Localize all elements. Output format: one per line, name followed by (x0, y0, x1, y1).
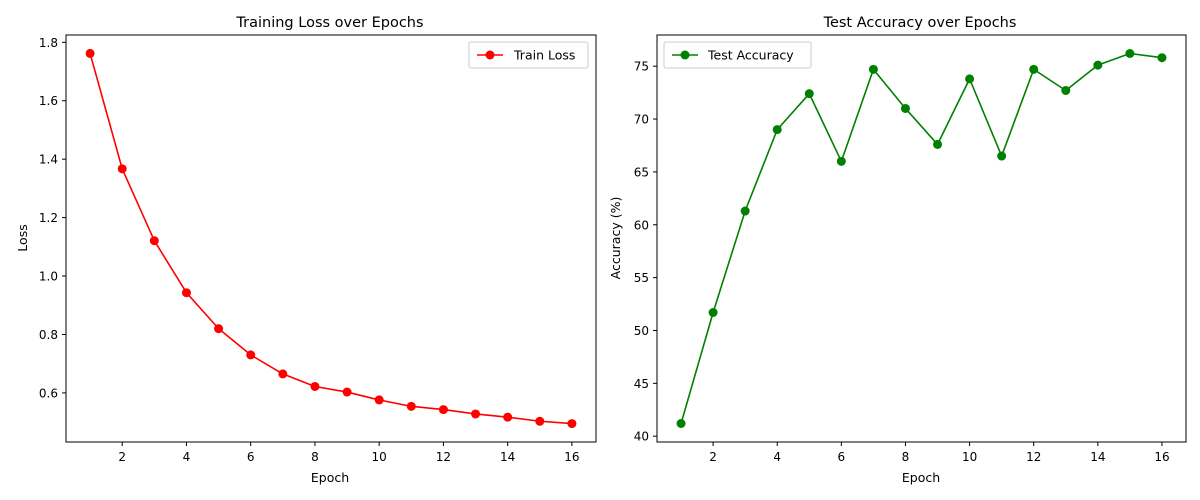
data-point (708, 308, 718, 317)
legend: Train Loss (468, 41, 589, 69)
x-tick-label: 6 (247, 450, 255, 464)
data-point (676, 419, 686, 428)
data-point (535, 416, 545, 426)
data-point (1125, 49, 1135, 58)
data-point (342, 387, 352, 397)
y-tick-label: 45 (634, 377, 649, 391)
data-point (804, 89, 814, 99)
data-point (933, 139, 943, 149)
data-point (997, 151, 1007, 161)
x-tick-label: 16 (1154, 450, 1169, 464)
x-tick-label: 4 (773, 450, 781, 464)
data-point (1029, 64, 1039, 74)
data-point (772, 125, 782, 135)
data-point (868, 64, 878, 74)
y-tick-label: 40 (634, 430, 649, 444)
data-point (438, 405, 448, 415)
data-point (740, 206, 750, 216)
legend: Test Accuracy (663, 41, 812, 69)
legend-marker-swatch (485, 50, 495, 60)
data-point (1061, 86, 1071, 95)
y-tick-label: 0.6 (39, 386, 58, 400)
x-axis-label: Epoch (902, 470, 940, 485)
data-point (1093, 60, 1103, 70)
x-tick-label: 4 (183, 450, 191, 464)
y-tick-label: 1.8 (39, 36, 58, 50)
y-tick-label: 70 (634, 113, 649, 127)
data-point (117, 164, 127, 174)
series-line (89, 53, 572, 425)
y-tick-label: 65 (634, 165, 649, 179)
data-point (246, 350, 256, 360)
data-point (85, 48, 95, 58)
y-axis-label: Loss (15, 224, 30, 251)
x-tick-label: 14 (500, 450, 515, 464)
data-point (149, 236, 159, 246)
chart-title: Training Loss over Epochs (235, 15, 423, 31)
data-point (836, 156, 846, 166)
data-point (310, 381, 320, 391)
x-tick-label: 10 (962, 450, 977, 464)
data-point (181, 288, 191, 298)
y-axis-label: Accuracy (%) (608, 197, 623, 280)
data-point (503, 412, 513, 422)
y-tick-label: 1.2 (39, 211, 58, 225)
x-tick-label: 14 (1090, 450, 1105, 464)
y-tick-label: 1.6 (39, 94, 58, 108)
y-tick-label: 55 (634, 271, 649, 285)
x-tick-label: 10 (372, 450, 387, 464)
x-tick-label: 16 (564, 450, 579, 464)
data-point (567, 419, 577, 429)
data-point (471, 409, 481, 419)
chart-title: Test Accuracy over Epochs (823, 15, 1017, 31)
x-tick-label: 8 (902, 450, 910, 464)
data-point (278, 369, 288, 379)
y-tick-label: 50 (634, 324, 649, 338)
legend-label: Train Loss (513, 48, 575, 63)
data-point (214, 324, 224, 334)
plot-frame (65, 34, 597, 443)
legend-marker-swatch (680, 50, 690, 60)
y-tick-label: 0.8 (39, 328, 58, 342)
y-tick-label: 60 (634, 218, 649, 232)
y-tick-label: 75 (634, 60, 649, 74)
legend-box (663, 41, 812, 69)
data-point (900, 103, 910, 113)
y-tick-label: 1.0 (39, 270, 58, 284)
x-tick-label: 12 (436, 450, 451, 464)
legend-label: Test Accuracy (707, 48, 794, 63)
plot-layer: 2 4 6 8 10 12 14 16 0.6 0.8 1.0 1.2 1.4 1.6 1.8 (39, 36, 580, 464)
series-line (680, 52, 1163, 424)
data-point (374, 395, 384, 405)
training-loss-chart: Training Loss over Epochs 2 4 6 8 10 12 14 16 0.… (15, 15, 597, 485)
x-tick-label: 2 (118, 450, 126, 464)
plot-layer: 2 4 6 8 10 12 14 16 40 45 50 55 60 65 70 75 (634, 49, 1170, 464)
plot-frame (656, 34, 1187, 443)
x-tick-label: 6 (838, 450, 846, 464)
x-axis-label: Epoch (311, 470, 349, 485)
x-tick-label: 2 (709, 450, 717, 464)
x-tick-label: 12 (1026, 450, 1041, 464)
data-point (406, 401, 416, 411)
data-point (965, 74, 975, 84)
legend-box (468, 41, 589, 69)
data-point (1157, 53, 1167, 63)
test-accuracy-chart: Test Accuracy over Epochs 2 4 6 8 10 12 14 16 40… (608, 15, 1187, 485)
x-tick-label: 8 (311, 450, 319, 464)
y-tick-label: 1.4 (39, 153, 58, 167)
